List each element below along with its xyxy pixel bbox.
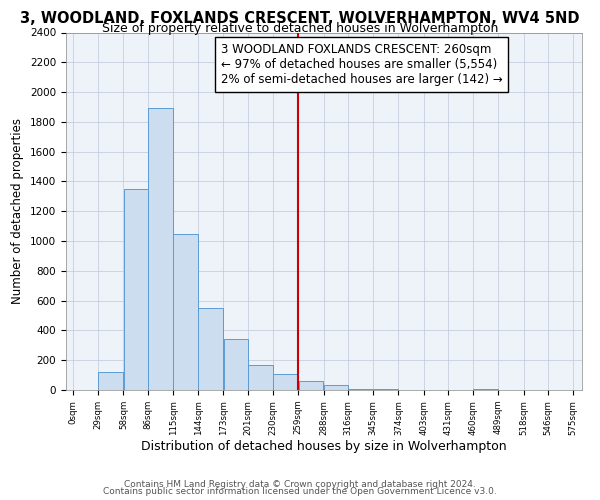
Text: 3, WOODLAND, FOXLANDS CRESCENT, WOLVERHAMPTON, WV4 5ND: 3, WOODLAND, FOXLANDS CRESCENT, WOLVERHA…: [20, 11, 580, 26]
Bar: [324, 385, 348, 390]
Bar: [199, 308, 223, 390]
Bar: [173, 234, 198, 390]
Y-axis label: Number of detached properties: Number of detached properties: [11, 118, 25, 304]
Bar: [248, 366, 273, 390]
Text: Contains HM Land Registry data © Crown copyright and database right 2024.: Contains HM Land Registry data © Crown c…: [124, 480, 476, 489]
Text: Size of property relative to detached houses in Wolverhampton: Size of property relative to detached ho…: [102, 22, 498, 35]
Bar: [473, 388, 498, 390]
Text: 3 WOODLAND FOXLANDS CRESCENT: 260sqm
← 97% of detached houses are smaller (5,554: 3 WOODLAND FOXLANDS CRESCENT: 260sqm ← 9…: [221, 43, 503, 86]
Bar: [148, 108, 173, 390]
Bar: [98, 372, 123, 390]
Bar: [348, 388, 373, 390]
Bar: [299, 381, 323, 390]
Bar: [224, 340, 248, 390]
X-axis label: Distribution of detached houses by size in Wolverhampton: Distribution of detached houses by size …: [141, 440, 507, 453]
Text: Contains public sector information licensed under the Open Government Licence v3: Contains public sector information licen…: [103, 487, 497, 496]
Bar: [274, 374, 298, 390]
Bar: [124, 189, 148, 390]
